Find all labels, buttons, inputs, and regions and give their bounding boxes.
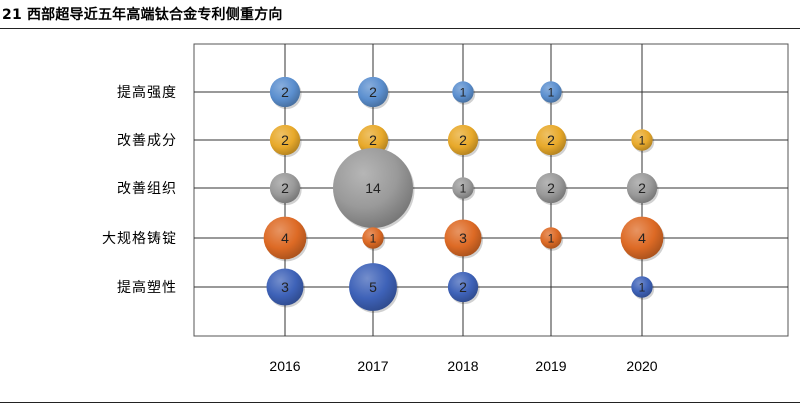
x-tick-label: 2019 xyxy=(535,358,566,374)
x-axis-labels: 2016 2017 2018 2019 2020 xyxy=(269,358,657,374)
bubble-value-label: 1 xyxy=(639,133,646,147)
bubble-value-label: 1 xyxy=(460,181,467,195)
bubble-提高塑性-2017 xyxy=(349,263,397,311)
bubble-提高塑性-2020 xyxy=(631,276,653,298)
bubble-大规格铸锭-2020 xyxy=(620,216,664,260)
bubble-value-label: 2 xyxy=(281,180,289,196)
bubble-大规格铸锭-2017 xyxy=(362,227,384,249)
bubble-提高强度-2016 xyxy=(269,76,301,108)
bubble-改善成分-2019 xyxy=(535,124,567,156)
bubble-value-label: 3 xyxy=(459,230,467,246)
x-tick-label: 2017 xyxy=(357,358,388,374)
x-tick-label: 2020 xyxy=(626,358,657,374)
y-tick-label: 提高强度 xyxy=(117,84,177,101)
bubble-提高塑性-2018 xyxy=(447,271,479,303)
bubble-大规格铸锭-2016 xyxy=(263,216,307,260)
bubble-value-label: 3 xyxy=(281,279,289,295)
bubble-改善成分-2018 xyxy=(447,124,479,156)
bubble-value-label: 2 xyxy=(281,84,289,100)
figure-title: 21 西部超导近五年高端钛合金专利侧重方向 xyxy=(2,7,283,23)
bubble-value-label: 2 xyxy=(547,180,555,196)
bubble-value-label: 1 xyxy=(639,280,646,294)
bubble-value-label: 5 xyxy=(369,279,377,295)
bubble-value-label: 1 xyxy=(370,231,377,245)
bubble-value-label: 2 xyxy=(638,180,646,196)
plot-area xyxy=(193,43,789,337)
bubble-value-label: 2 xyxy=(459,279,467,295)
bubbles: 2 2 1 12 2 2 2 12 14 1 2 24 1 3 1 43 5 2 1 xyxy=(263,76,665,313)
bubble-提高塑性-2016 xyxy=(266,268,304,306)
y-tick-label: 提高塑性 xyxy=(117,279,177,296)
bubble-value-label: 1 xyxy=(460,85,467,99)
bubble-value-label: 1 xyxy=(548,85,555,99)
y-tick-label: 大规格铸锭 xyxy=(102,231,177,247)
bubble-value-label: 2 xyxy=(547,132,555,148)
bubble-value-label: 2 xyxy=(281,132,289,148)
bubble-value-label: 2 xyxy=(459,132,467,148)
bubble-改善组织-2018 xyxy=(452,177,474,199)
bubble-大规格铸锭-2018 xyxy=(444,219,482,257)
bubble-改善成分-2016 xyxy=(269,124,301,156)
bubble-value-label: 14 xyxy=(365,180,381,196)
y-tick-label: 改善组织 xyxy=(117,181,177,197)
bubble-value-label: 1 xyxy=(548,231,555,245)
bubble-改善组织-2019 xyxy=(535,172,567,204)
title-bar: 21 西部超导近五年高端钛合金专利侧重方向 xyxy=(0,0,800,29)
bubble-提高强度-2018 xyxy=(452,81,474,103)
y-tick-label: 改善成分 xyxy=(117,133,177,149)
bottom-rule xyxy=(0,402,800,403)
bubble-value-label: 4 xyxy=(281,230,289,246)
bubble-提高强度-2017 xyxy=(357,76,389,108)
x-tick-label: 2016 xyxy=(269,358,300,374)
bubble-改善成分-2017 xyxy=(357,124,389,156)
bubble-value-label: 2 xyxy=(369,132,377,148)
bubble-value-label: 4 xyxy=(638,230,646,246)
bubble-提高强度-2019 xyxy=(540,81,562,103)
bubble-改善组织-2020 xyxy=(626,172,658,204)
x-tick-label: 2018 xyxy=(447,358,478,374)
bubble-value-label: 2 xyxy=(369,84,377,100)
bubble-改善组织-2017 xyxy=(333,148,413,228)
bubble-改善成分-2020 xyxy=(631,129,653,151)
bubble-大规格铸锭-2019 xyxy=(540,227,562,249)
bubble-改善组织-2016 xyxy=(269,172,301,204)
